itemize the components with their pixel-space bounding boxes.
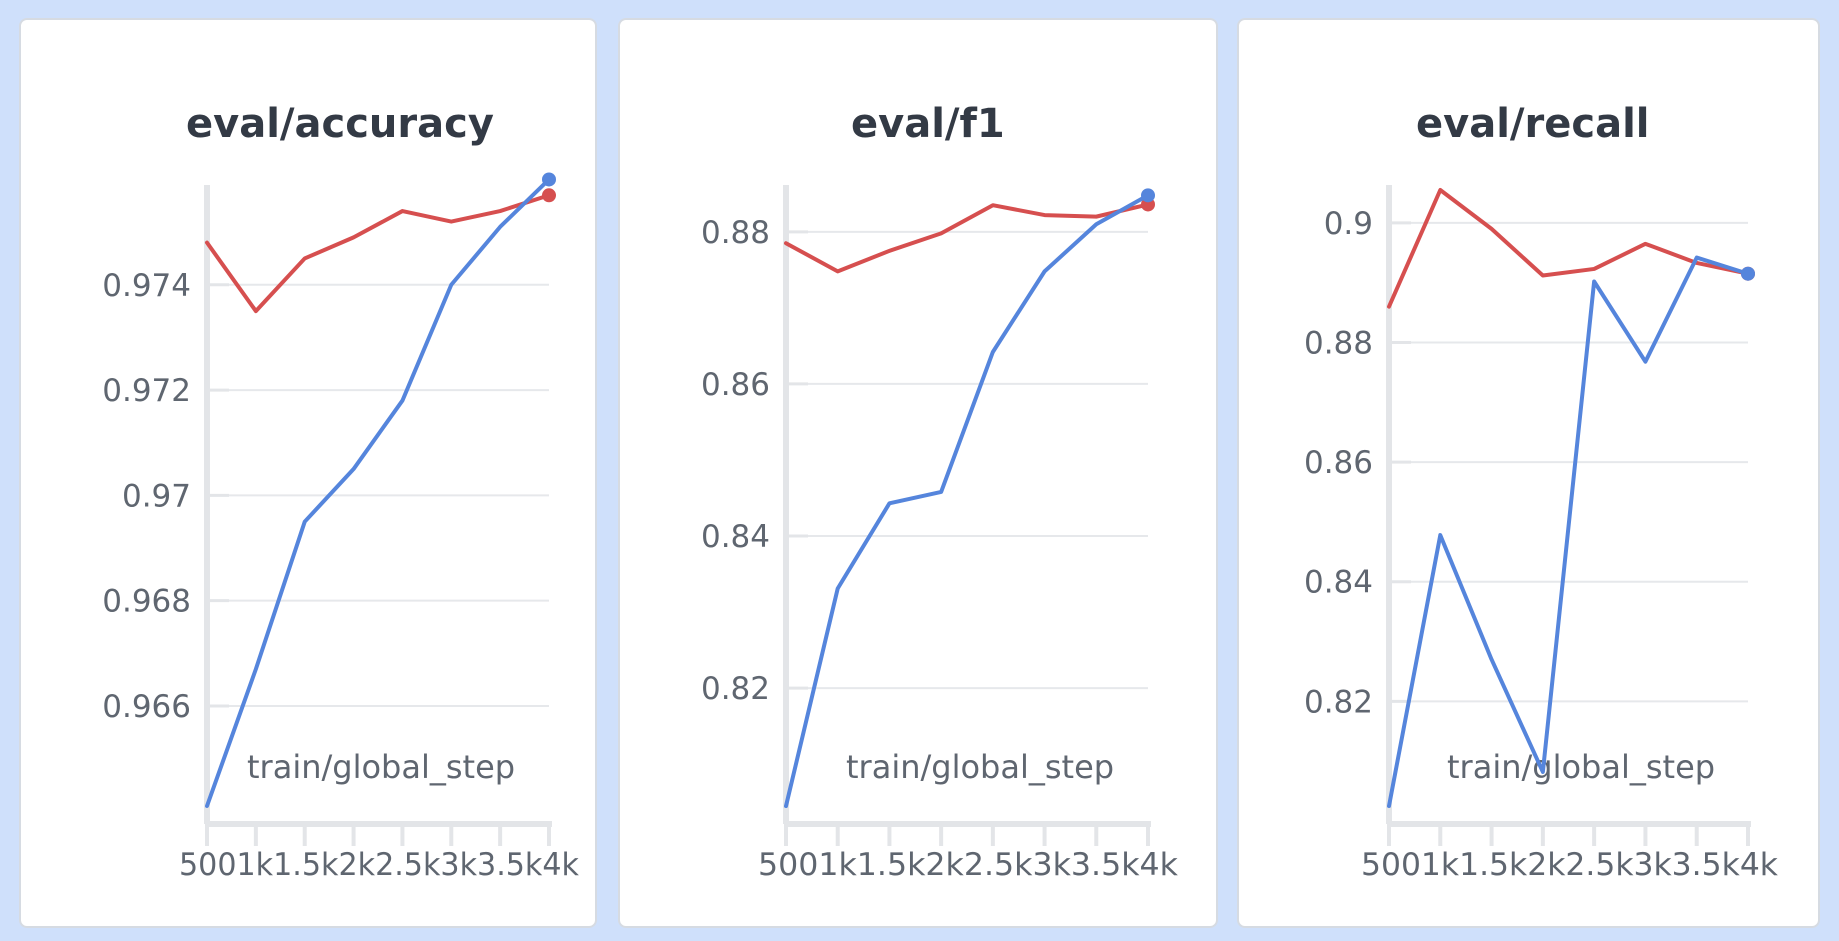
series-endpoint-blue xyxy=(542,172,556,187)
x-tick-label: 1.5k xyxy=(1459,847,1527,883)
x-tick-label: 1.5k xyxy=(857,847,926,883)
x-tick-label: 3k xyxy=(1634,847,1672,883)
series-line-red xyxy=(1387,188,1750,309)
x-tick-label: 3k xyxy=(440,847,477,883)
x-tick-label: 3k xyxy=(1032,847,1070,883)
series-line-blue xyxy=(784,193,1150,808)
chart-recall: 0.82 0.84 0.86 0.88 0.9 5001k1.5k2k2.5k3k3.5k… xyxy=(1304,101,1778,883)
x-tick-label: 500 xyxy=(758,847,818,883)
series-line-red xyxy=(784,202,1150,274)
series-endpoint-blue xyxy=(1741,266,1755,281)
x-tick-label: 3.5k xyxy=(477,847,542,883)
chart-f1: 0.82 0.84 0.86 0.88 5001k1.5k2k2.5k3k3.5k4k t… xyxy=(701,101,1178,883)
y-tick-label: 0.82 xyxy=(701,671,770,707)
x-tick-label: 3.5k xyxy=(1672,847,1740,883)
x-tick-label: 4k xyxy=(1140,847,1178,883)
x-axis-label: train/global_step xyxy=(1447,748,1715,786)
y-tick-label: 0.966 xyxy=(102,689,191,725)
y-tick-label: 0.97 xyxy=(122,478,191,514)
chart-title: eval/f1 xyxy=(851,101,1005,147)
x-tick-label: 4k xyxy=(1740,847,1778,883)
x-tick-label: 1k xyxy=(236,847,273,883)
chart-panel-f1: 0.82 0.84 0.86 0.88 5001k1.5k2k2.5k3k3.5k4k t… xyxy=(618,18,1218,928)
x-tick-label: 2.5k xyxy=(1565,847,1633,883)
x-tick-label: 2k xyxy=(338,847,375,883)
series-line-red xyxy=(205,193,551,314)
chart-panel-recall: 0.82 0.84 0.86 0.88 0.9 5001k1.5k2k2.5k3k3.5k… xyxy=(1237,18,1820,928)
x-tick-label: 4k xyxy=(542,847,579,883)
x-tick-label: 1k xyxy=(1421,847,1459,883)
x-tick-labels: 5001k1.5k2k2.5k3k3.5k4k xyxy=(758,847,1178,883)
y-tick-label: 0.968 xyxy=(102,584,191,620)
x-axis-label: train/global_step xyxy=(846,748,1114,786)
series-endpoint-blue xyxy=(1141,188,1155,203)
y-tick-label: 0.88 xyxy=(1304,326,1373,362)
y-tick-label: 0.974 xyxy=(102,268,191,304)
x-tick-label: 2k xyxy=(1527,847,1565,883)
x-axis-label: train/global_step xyxy=(247,748,515,786)
x-tick-label: 2k xyxy=(925,847,963,883)
x-tick-labels: 5001k1.5k2k2.5k3k3.5k4k xyxy=(179,847,579,883)
x-tick-label: 2.5k xyxy=(375,847,440,883)
y-tick-label: 0.82 xyxy=(1304,684,1373,720)
x-tick-label: 3.5k xyxy=(1071,847,1140,883)
x-tick-label: 2.5k xyxy=(964,847,1033,883)
y-tick-label: 0.88 xyxy=(701,215,770,251)
chart-title: eval/recall xyxy=(1416,101,1650,147)
y-tick-label: 0.86 xyxy=(701,367,770,403)
x-tick-label: 1.5k xyxy=(273,847,338,883)
chart-title: eval/accuracy xyxy=(186,101,494,147)
chart-panel-accuracy: 0.966 0.968 0.97 0.972 0.974 5001k1.5k2k2.5k3… xyxy=(19,18,597,928)
y-tick-label: 0.972 xyxy=(102,373,191,409)
y-tick-label: 0.86 xyxy=(1304,445,1373,481)
y-tick-label: 0.9 xyxy=(1324,206,1373,242)
chart-accuracy: 0.9660.9680.970.9720.9745001k1.5k2k2.5k3… xyxy=(102,101,579,883)
y-tick-label: 0.84 xyxy=(1304,565,1373,601)
x-tick-labels: 5001k1.5k2k2.5k3k3.5k4k xyxy=(1361,847,1778,883)
x-tick-label: 1k xyxy=(818,847,856,883)
y-tick-label: 0.84 xyxy=(701,519,770,555)
x-tick-label: 500 xyxy=(1361,847,1421,883)
series-line-blue xyxy=(205,177,551,808)
series-line-blue xyxy=(1387,255,1750,808)
x-tick-label: 500 xyxy=(179,847,236,883)
series-endpoint-red xyxy=(542,188,556,203)
